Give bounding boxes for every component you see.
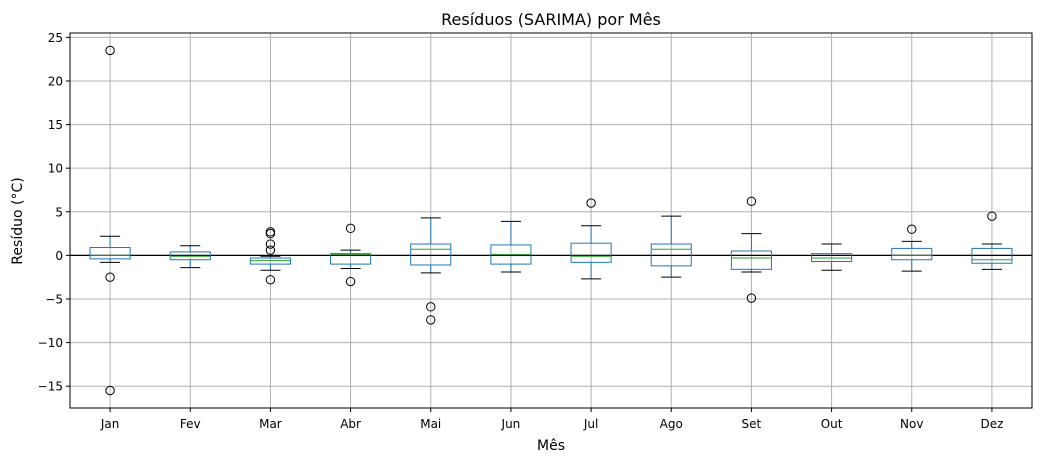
- outlier-point: [345, 276, 356, 287]
- box-nov: [891, 224, 933, 272]
- x-tick-label: Nov: [900, 417, 923, 431]
- outlier-point: [586, 198, 596, 208]
- box-dez: [971, 211, 1013, 270]
- box-iqr: [570, 242, 612, 263]
- x-tick-label: Out: [821, 417, 843, 431]
- x-tick-label: Jun: [501, 417, 521, 431]
- grid: [70, 33, 1032, 408]
- x-tick-label: Dez: [980, 417, 1003, 431]
- outlier-point: [105, 45, 115, 56]
- outlier-point: [105, 272, 115, 282]
- boxplots: [89, 45, 1013, 396]
- y-tick-label: 10: [48, 162, 63, 176]
- chart-title: Resíduos (SARIMA) por Mês: [441, 10, 661, 29]
- x-axis-label: Mês: [537, 438, 565, 454]
- y-tick-label: 5: [55, 205, 63, 219]
- box-jan: [89, 45, 131, 396]
- y-axis-label: Resíduo (°C): [10, 177, 26, 264]
- x-tick-label: Jan: [100, 417, 120, 431]
- box-iqr: [330, 253, 372, 265]
- plot-frame: [69, 32, 1033, 409]
- box-mai: [410, 217, 452, 325]
- box-jul: [570, 198, 612, 280]
- outlier-point: [265, 245, 276, 255]
- outlier-point: [105, 385, 115, 396]
- outlier-point: [746, 293, 757, 303]
- box-ago: [650, 215, 692, 278]
- box-set: [730, 196, 772, 303]
- outlier-point: [265, 275, 276, 285]
- box-jun: [490, 220, 532, 273]
- outlier-point: [426, 302, 436, 312]
- y-tick-label: −10: [38, 336, 63, 350]
- box-iqr: [891, 247, 933, 261]
- x-tick-label: Mai: [420, 417, 441, 431]
- box-out: [811, 243, 853, 271]
- box-iqr: [650, 243, 692, 267]
- y-tick-label: 25: [48, 31, 63, 45]
- y-tick-label: −15: [38, 380, 63, 394]
- y-tick-label: −5: [45, 292, 63, 306]
- y-tick-label: 20: [48, 74, 63, 88]
- y-tick-label: 15: [48, 118, 63, 132]
- x-tick-label: Fev: [180, 417, 201, 431]
- x-tick-label: Ago: [660, 417, 683, 431]
- outlier-point: [746, 196, 757, 207]
- box-mar: [249, 227, 291, 285]
- x-tick-label: Jul: [583, 417, 598, 431]
- x-tick-label: Set: [742, 417, 762, 431]
- box-iqr: [730, 250, 772, 270]
- box-abr: [330, 223, 372, 287]
- box-iqr: [410, 243, 452, 266]
- box-iqr: [89, 247, 131, 260]
- outlier-point: [345, 223, 356, 234]
- outlier-point: [987, 211, 997, 221]
- x-tick-label: Abr: [340, 417, 361, 431]
- outlier-point: [265, 239, 276, 249]
- outlier-point: [265, 228, 276, 239]
- outlier-point: [907, 224, 917, 234]
- box-iqr: [971, 247, 1013, 264]
- axes: −15 −10 −5 0 5 10 15 20 25 Jan Fev Mar Abr Mai Jun Jul A…: [38, 31, 1004, 431]
- y-tick-label: 0: [55, 249, 63, 263]
- box-fev: [169, 245, 211, 269]
- outlier-point: [426, 315, 436, 325]
- x-tick-label: Mar: [259, 417, 282, 431]
